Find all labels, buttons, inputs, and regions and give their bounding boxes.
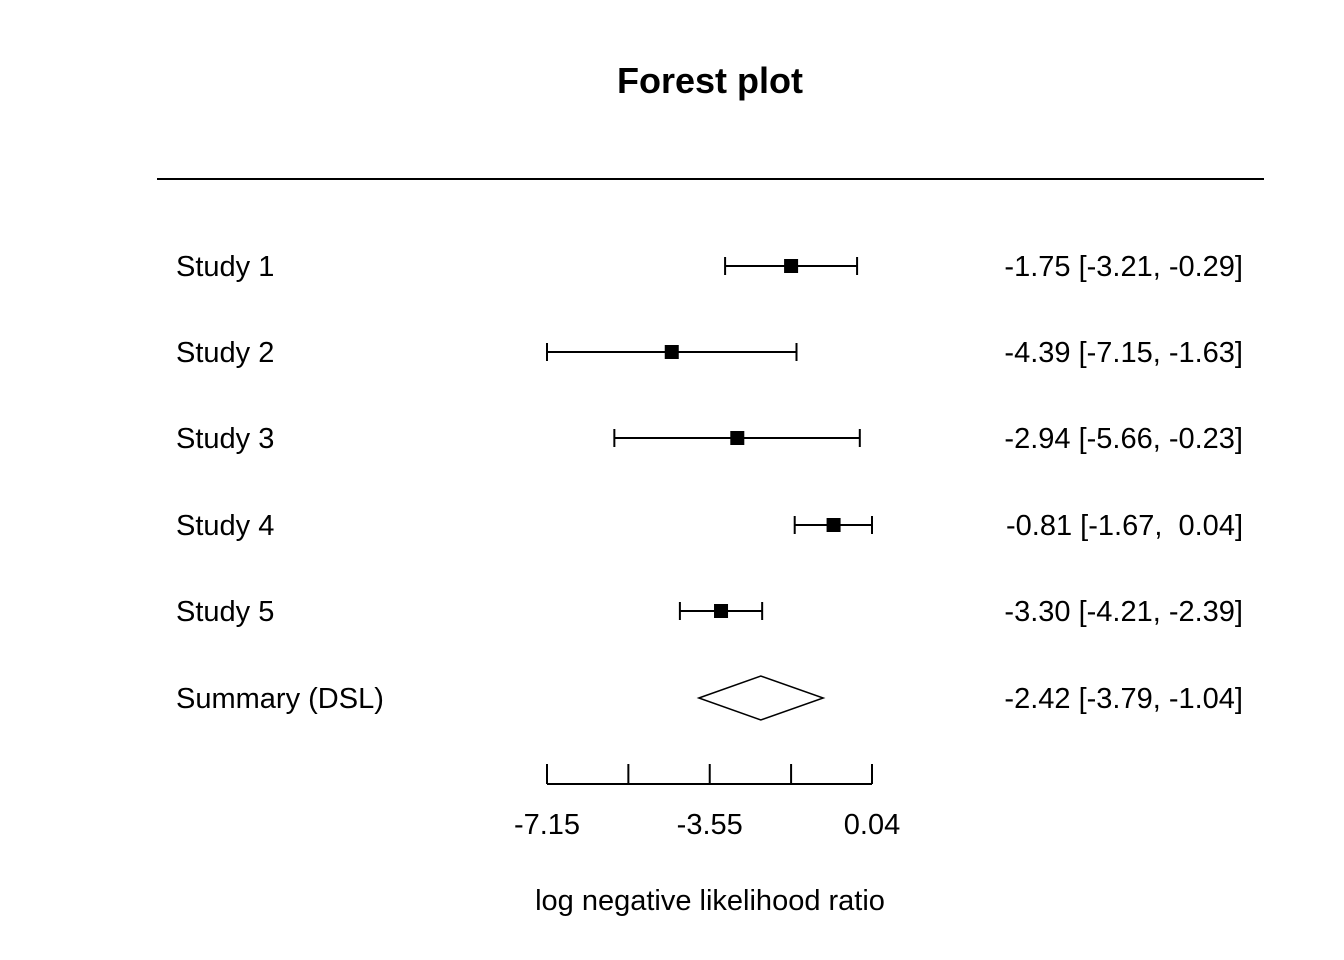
chart-title: Forest plot (617, 60, 803, 101)
ci-text: -4.39 [-7.15, -1.63] (1004, 337, 1243, 369)
summary-diamond (696, 675, 826, 721)
point-estimate (714, 604, 729, 618)
ci-text: -3.30 [-4.21, -2.39] (1004, 596, 1243, 628)
point-estimate (784, 259, 799, 273)
study-label: Study 1 (176, 251, 274, 283)
study-label: Study 5 (176, 596, 274, 628)
point-estimate (730, 431, 745, 445)
tick-label: -7.15 (514, 809, 580, 841)
x-axis: -7.15 -3.55 0.04 (514, 764, 900, 841)
study-rows: Study 1 -1.75 [-3.21, -0.29] Study 2 -4.39 … (176, 251, 1243, 721)
study-row: Study 2 -4.39 [-7.15, -1.63] (176, 337, 1243, 369)
point-estimate (664, 345, 679, 359)
study-row: Study 1 -1.75 [-3.21, -0.29] (176, 251, 1243, 283)
tick-label: 0.04 (844, 809, 900, 841)
point-estimate (826, 518, 841, 532)
ci-text: -0.81 [-1.67, 0.04] (1006, 510, 1243, 542)
study-row: Study 3 -2.94 [-5.66, -0.23] (176, 423, 1243, 455)
tick-label: -3.55 (677, 809, 743, 841)
summary-label: Summary (DSL) (176, 683, 384, 715)
study-label: Study 4 (176, 510, 274, 542)
study-row: Study 5 -3.30 [-4.21, -2.39] (176, 596, 1243, 628)
study-label: Study 2 (176, 337, 274, 369)
study-row: Study 4 -0.81 [-1.67, 0.04] (176, 510, 1243, 542)
ci-text: -2.94 [-5.66, -0.23] (1004, 423, 1243, 455)
summary-ci-text: -2.42 [-3.79, -1.04] (1004, 683, 1243, 715)
ci-text: -1.75 [-3.21, -0.29] (1004, 251, 1243, 283)
study-label: Study 3 (176, 423, 274, 455)
x-axis-label: log negative likelihood ratio (535, 885, 885, 917)
summary-row: Summary (DSL) -2.42 [-3.79, -1.04] (176, 675, 1243, 721)
